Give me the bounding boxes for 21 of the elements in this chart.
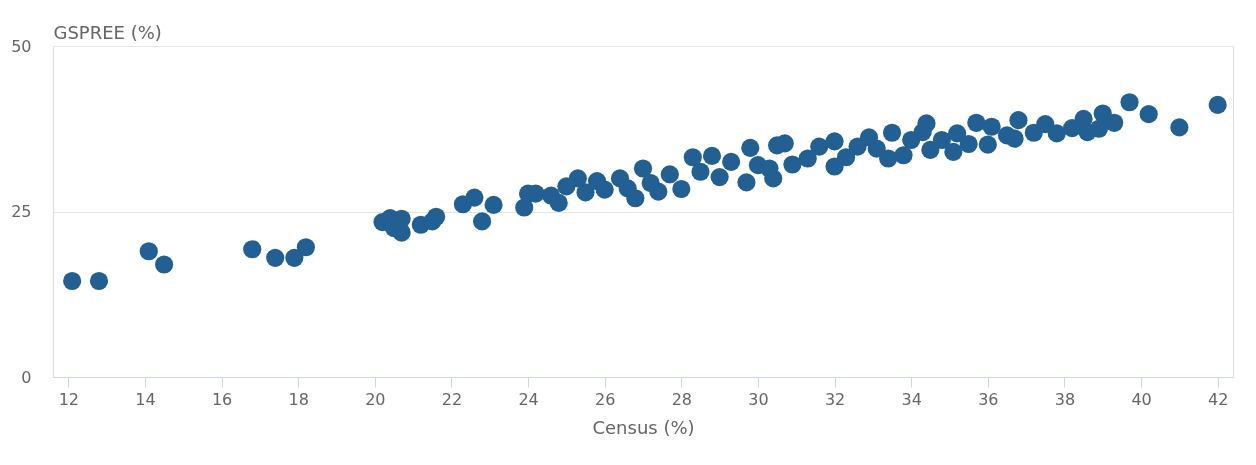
- x-tick-label: 40: [1131, 389, 1152, 409]
- x-tick-label: 24: [518, 389, 539, 409]
- x-tick-label: 22: [441, 389, 463, 409]
- y-axis-title: GSPREE (%): [53, 21, 162, 43]
- x-tick-label: 42: [1208, 389, 1229, 409]
- x-tick-label: 20: [365, 389, 386, 409]
- x-tick-label: 32: [824, 389, 846, 409]
- x-tick-label: 12: [58, 389, 79, 409]
- y-tick-label: 25: [11, 202, 32, 221]
- x-tick-label: 14: [135, 389, 156, 409]
- x-tick-label: 16: [211, 389, 233, 409]
- x-axis-title: Census (%): [592, 416, 695, 438]
- x-tick-label: 34: [901, 389, 922, 409]
- x-tick-label: 36: [978, 389, 999, 409]
- x-tick-label: 38: [1054, 389, 1076, 409]
- y-tick-label: 0: [21, 367, 32, 387]
- x-tick-label: 30: [748, 389, 769, 409]
- x-tick-label: 18: [288, 389, 309, 409]
- x-tick-label: 28: [671, 389, 692, 409]
- y-tick-label: 50: [11, 36, 32, 56]
- x-tick-label: 26: [595, 389, 616, 409]
